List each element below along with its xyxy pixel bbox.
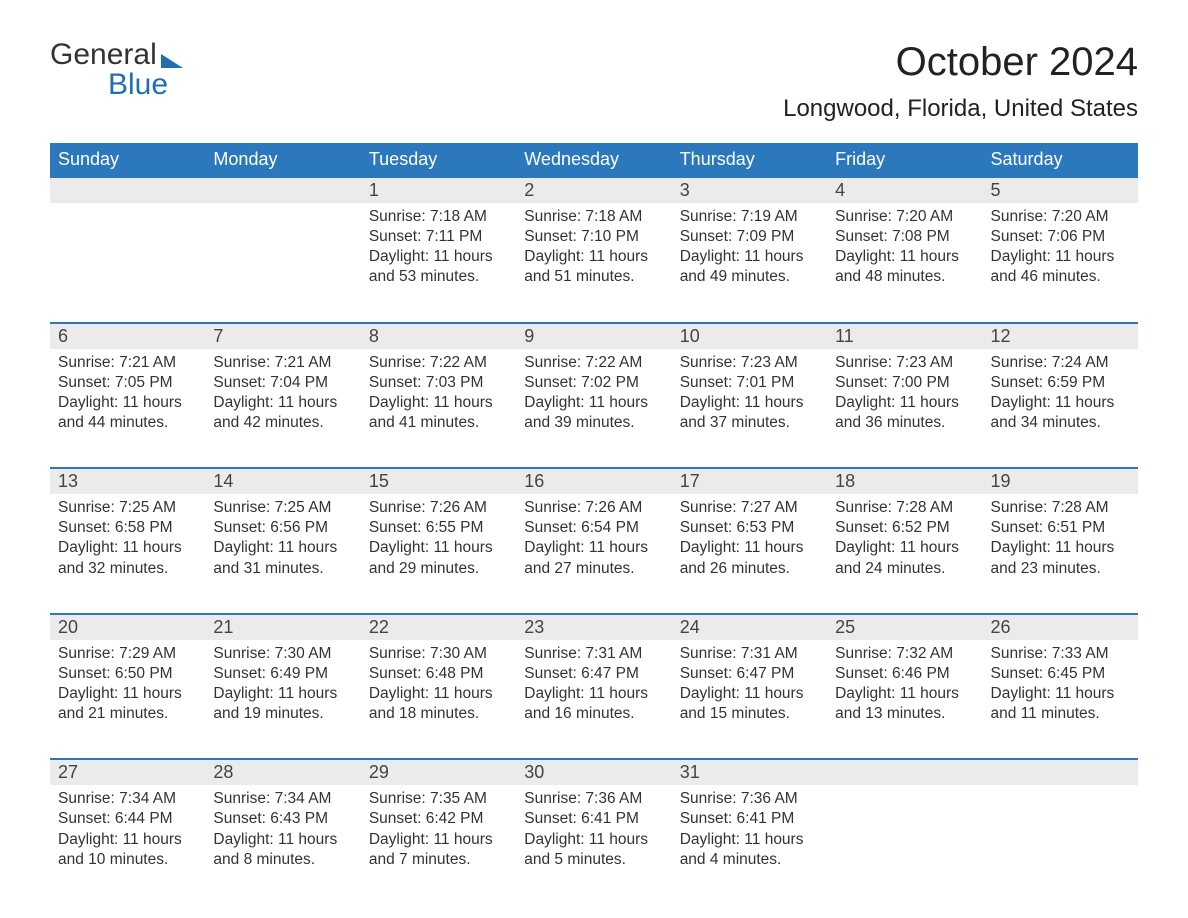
date-cell: 19 <box>983 468 1138 494</box>
date-cell: 21 <box>205 614 360 640</box>
date-cell: 1 <box>361 177 516 203</box>
calendar-table: Sunday Monday Tuesday Wednesday Thursday… <box>50 143 1138 878</box>
date-cell: 13 <box>50 468 205 494</box>
date-cell <box>50 177 205 203</box>
day-info-cell: Sunrise: 7:35 AMSunset: 6:42 PMDaylight:… <box>361 785 516 878</box>
date-cell: 7 <box>205 323 360 349</box>
day-info-cell <box>827 785 982 878</box>
date-cell: 29 <box>361 759 516 785</box>
date-cell: 23 <box>516 614 671 640</box>
date-cell <box>983 759 1138 785</box>
date-cell: 3 <box>672 177 827 203</box>
date-row: 20212223242526 <box>50 614 1138 640</box>
date-cell: 10 <box>672 323 827 349</box>
day-info-cell: Sunrise: 7:21 AMSunset: 7:05 PMDaylight:… <box>50 349 205 469</box>
date-cell <box>827 759 982 785</box>
date-cell: 5 <box>983 177 1138 203</box>
date-cell: 6 <box>50 323 205 349</box>
day-info-cell <box>205 203 360 323</box>
day-info-cell: Sunrise: 7:27 AMSunset: 6:53 PMDaylight:… <box>672 494 827 614</box>
day-info-cell: Sunrise: 7:22 AMSunset: 7:02 PMDaylight:… <box>516 349 671 469</box>
day-info-cell: Sunrise: 7:30 AMSunset: 6:49 PMDaylight:… <box>205 640 360 760</box>
day-info-cell: Sunrise: 7:20 AMSunset: 7:08 PMDaylight:… <box>827 203 982 323</box>
day-info-cell: Sunrise: 7:26 AMSunset: 6:55 PMDaylight:… <box>361 494 516 614</box>
date-row: 2728293031 <box>50 759 1138 785</box>
day-info-cell: Sunrise: 7:33 AMSunset: 6:45 PMDaylight:… <box>983 640 1138 760</box>
date-cell: 30 <box>516 759 671 785</box>
day-info-cell: Sunrise: 7:23 AMSunset: 7:00 PMDaylight:… <box>827 349 982 469</box>
day-info-cell <box>983 785 1138 878</box>
day-info-cell: Sunrise: 7:34 AMSunset: 6:44 PMDaylight:… <box>50 785 205 878</box>
date-cell: 15 <box>361 468 516 494</box>
location: Longwood, Florida, United States <box>783 95 1138 123</box>
day-info-cell: Sunrise: 7:28 AMSunset: 6:51 PMDaylight:… <box>983 494 1138 614</box>
day-info-cell: Sunrise: 7:32 AMSunset: 6:46 PMDaylight:… <box>827 640 982 760</box>
date-cell: 9 <box>516 323 671 349</box>
date-cell: 18 <box>827 468 982 494</box>
date-cell: 11 <box>827 323 982 349</box>
date-cell: 25 <box>827 614 982 640</box>
date-cell <box>205 177 360 203</box>
month-title: October 2024 <box>783 40 1138 85</box>
date-cell: 28 <box>205 759 360 785</box>
day-info-cell: Sunrise: 7:24 AMSunset: 6:59 PMDaylight:… <box>983 349 1138 469</box>
date-cell: 4 <box>827 177 982 203</box>
date-cell: 24 <box>672 614 827 640</box>
day-info-cell: Sunrise: 7:25 AMSunset: 6:56 PMDaylight:… <box>205 494 360 614</box>
day-info-cell: Sunrise: 7:23 AMSunset: 7:01 PMDaylight:… <box>672 349 827 469</box>
logo-shape-icon <box>161 54 183 68</box>
date-row: 12345 <box>50 177 1138 203</box>
date-cell: 31 <box>672 759 827 785</box>
day-info-cell: Sunrise: 7:31 AMSunset: 6:47 PMDaylight:… <box>672 640 827 760</box>
info-row: Sunrise: 7:25 AMSunset: 6:58 PMDaylight:… <box>50 494 1138 614</box>
day-info-cell: Sunrise: 7:34 AMSunset: 6:43 PMDaylight:… <box>205 785 360 878</box>
date-cell: 8 <box>361 323 516 349</box>
weekday-header: Wednesday <box>516 143 671 177</box>
day-info-cell: Sunrise: 7:36 AMSunset: 6:41 PMDaylight:… <box>672 785 827 878</box>
date-cell: 12 <box>983 323 1138 349</box>
date-row: 13141516171819 <box>50 468 1138 494</box>
date-cell: 16 <box>516 468 671 494</box>
logo-text-general: General <box>50 40 157 70</box>
day-info-cell: Sunrise: 7:29 AMSunset: 6:50 PMDaylight:… <box>50 640 205 760</box>
date-cell: 20 <box>50 614 205 640</box>
day-info-cell: Sunrise: 7:30 AMSunset: 6:48 PMDaylight:… <box>361 640 516 760</box>
date-cell: 26 <box>983 614 1138 640</box>
calendar-body: 12345Sunrise: 7:18 AMSunset: 7:11 PMDayl… <box>50 177 1138 878</box>
day-info-cell: Sunrise: 7:36 AMSunset: 6:41 PMDaylight:… <box>516 785 671 878</box>
date-cell: 27 <box>50 759 205 785</box>
info-row: Sunrise: 7:21 AMSunset: 7:05 PMDaylight:… <box>50 349 1138 469</box>
day-info-cell: Sunrise: 7:26 AMSunset: 6:54 PMDaylight:… <box>516 494 671 614</box>
weekday-header-row: Sunday Monday Tuesday Wednesday Thursday… <box>50 143 1138 177</box>
day-info-cell: Sunrise: 7:21 AMSunset: 7:04 PMDaylight:… <box>205 349 360 469</box>
date-cell: 14 <box>205 468 360 494</box>
weekday-header: Monday <box>205 143 360 177</box>
date-cell: 22 <box>361 614 516 640</box>
day-info-cell <box>50 203 205 323</box>
day-info-cell: Sunrise: 7:18 AMSunset: 7:11 PMDaylight:… <box>361 203 516 323</box>
title-block: October 2024 Longwood, Florida, United S… <box>783 40 1138 123</box>
info-row: Sunrise: 7:29 AMSunset: 6:50 PMDaylight:… <box>50 640 1138 760</box>
date-row: 6789101112 <box>50 323 1138 349</box>
logo-text-blue: Blue <box>50 70 183 100</box>
weekday-header: Saturday <box>983 143 1138 177</box>
day-info-cell: Sunrise: 7:18 AMSunset: 7:10 PMDaylight:… <box>516 203 671 323</box>
page-header: General Blue October 2024 Longwood, Flor… <box>50 40 1138 123</box>
day-info-cell: Sunrise: 7:22 AMSunset: 7:03 PMDaylight:… <box>361 349 516 469</box>
day-info-cell: Sunrise: 7:19 AMSunset: 7:09 PMDaylight:… <box>672 203 827 323</box>
date-cell: 17 <box>672 468 827 494</box>
weekday-header: Thursday <box>672 143 827 177</box>
logo: General Blue <box>50 40 183 100</box>
day-info-cell: Sunrise: 7:25 AMSunset: 6:58 PMDaylight:… <box>50 494 205 614</box>
weekday-header: Sunday <box>50 143 205 177</box>
day-info-cell: Sunrise: 7:31 AMSunset: 6:47 PMDaylight:… <box>516 640 671 760</box>
weekday-header: Friday <box>827 143 982 177</box>
day-info-cell: Sunrise: 7:28 AMSunset: 6:52 PMDaylight:… <box>827 494 982 614</box>
date-cell: 2 <box>516 177 671 203</box>
day-info-cell: Sunrise: 7:20 AMSunset: 7:06 PMDaylight:… <box>983 203 1138 323</box>
weekday-header: Tuesday <box>361 143 516 177</box>
info-row: Sunrise: 7:34 AMSunset: 6:44 PMDaylight:… <box>50 785 1138 878</box>
info-row: Sunrise: 7:18 AMSunset: 7:11 PMDaylight:… <box>50 203 1138 323</box>
